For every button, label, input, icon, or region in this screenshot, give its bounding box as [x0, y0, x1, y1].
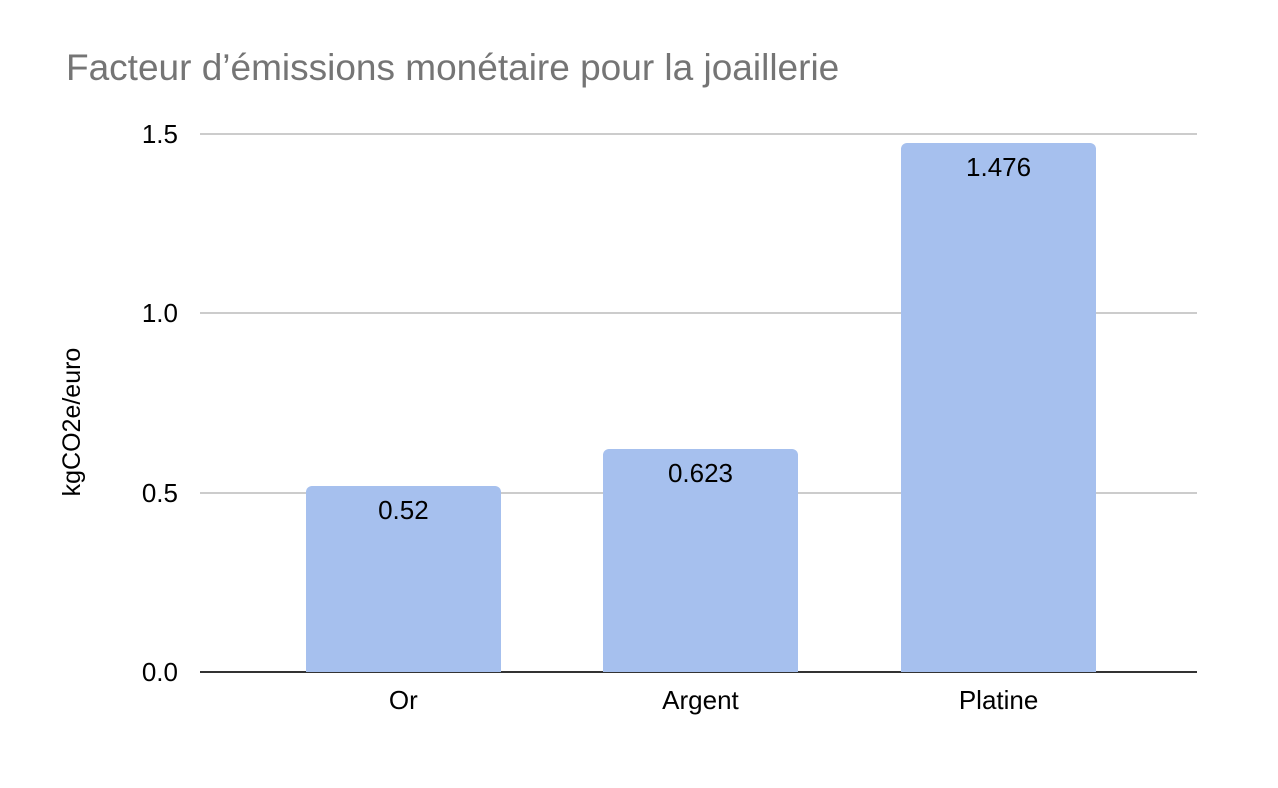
y-gridline [200, 133, 1197, 135]
bar-platine: 1.476 [901, 142, 1096, 672]
x-category-label: Or [388, 685, 418, 715]
bar-or: 0.52 [306, 485, 501, 672]
bar-value-label: 1.476 [966, 151, 1032, 182]
y-gridline [200, 312, 1197, 315]
y-axis-tick-labels: 0.0 0.5 1.0 1.5 [0, 121, 178, 685]
chart-title: Facteur d’émissions monétaire pour la jo… [66, 47, 840, 88]
y-tick-label: 0.5 [141, 477, 178, 508]
x-axis-baseline [200, 671, 1197, 673]
x-axis-category-labels: Or Argent Platine [200, 686, 1197, 718]
y-tick-label: 1.5 [141, 119, 178, 149]
bar-value-label: 0.623 [667, 457, 734, 488]
y-tick-label: 0.0 [141, 657, 178, 687]
bar-value-label: 0.52 [378, 494, 429, 525]
x-category-label: Platine [958, 685, 1039, 715]
y-tick-label: 1.0 [141, 298, 178, 329]
plot-area: 0.52 0.623 1.476 [200, 133, 1197, 673]
x-category-label: Argent [662, 685, 739, 715]
bar-argent: 0.623 [603, 448, 798, 672]
